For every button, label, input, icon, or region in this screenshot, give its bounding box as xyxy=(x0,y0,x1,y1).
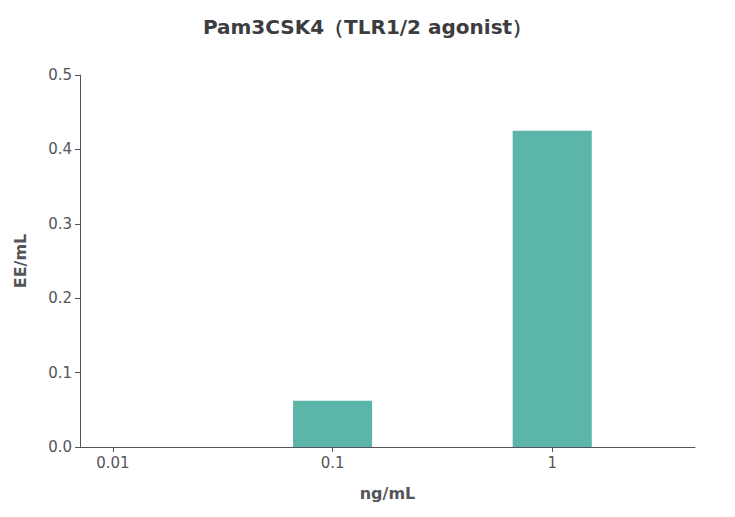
svg-text:EE/mL: EE/mL xyxy=(11,234,30,289)
svg-text:1: 1 xyxy=(547,454,557,472)
svg-text:0.5: 0.5 xyxy=(48,66,72,84)
svg-text:0.3: 0.3 xyxy=(48,215,72,233)
svg-text:0.01: 0.01 xyxy=(96,454,129,472)
svg-text:0.1: 0.1 xyxy=(321,454,345,472)
svg-text:Pam3CSK4（TLR1/2 agonist）: Pam3CSK4（TLR1/2 agonist） xyxy=(203,15,532,39)
svg-text:0.2: 0.2 xyxy=(48,289,72,307)
svg-text:0.4: 0.4 xyxy=(48,140,72,158)
svg-text:0.0: 0.0 xyxy=(48,438,72,456)
svg-text:ng/mL: ng/mL xyxy=(360,484,416,503)
svg-text:0.1: 0.1 xyxy=(48,364,72,382)
